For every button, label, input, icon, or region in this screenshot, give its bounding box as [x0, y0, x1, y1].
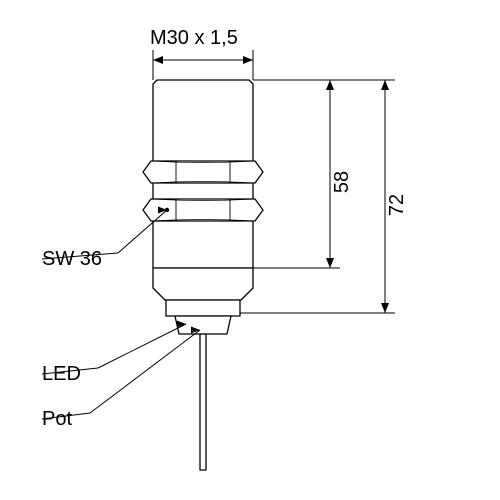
dim-72-label: 72 — [386, 194, 408, 216]
dim-58-label: 58 — [331, 171, 353, 193]
connector-upper — [166, 300, 240, 316]
nut-1 — [143, 161, 263, 183]
cable — [200, 334, 206, 470]
dim-thread-label: M30 x 1,5 — [150, 27, 238, 49]
sensor-taper — [153, 268, 253, 300]
label-led: LED — [42, 363, 81, 385]
label-sw36: SW 36 — [42, 248, 102, 270]
label-pot: Pot — [42, 408, 72, 430]
